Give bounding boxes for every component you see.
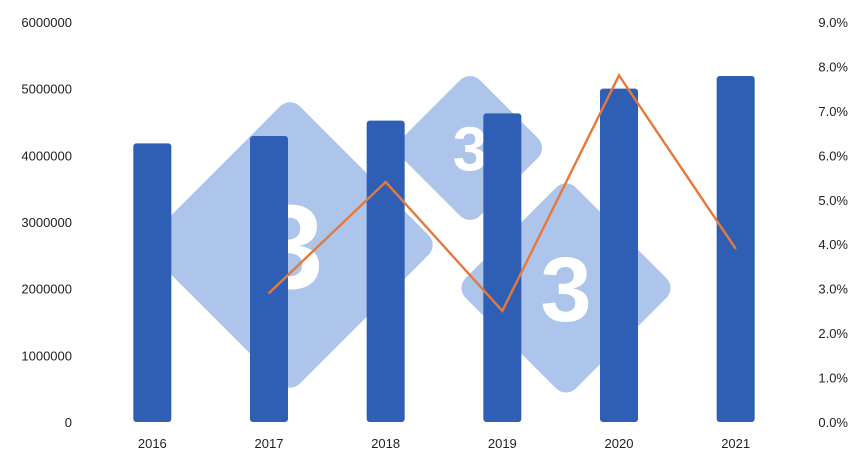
x-tick-label: 2018	[371, 436, 400, 451]
right-tick-label: 3.0%	[818, 282, 848, 297]
growth-line-series	[268, 72, 737, 314]
bar-2019	[483, 113, 522, 422]
watermark-diamond: 3	[398, 76, 542, 220]
growth-point-2019	[501, 310, 504, 312]
x-tick-label: 2016	[138, 436, 167, 451]
x-tick-label: 2020	[605, 436, 634, 451]
right-axis-ticks: 0.0% 1.0% 2.0% 3.0% 4.0% 5.0% 6.0% 7.0% 8.0% 9.0%	[818, 15, 848, 430]
growth-point-2017	[268, 292, 270, 294]
watermark-diamond-shape	[147, 102, 433, 388]
right-tick-label: 9.0%	[818, 15, 848, 30]
left-tick-label: 5000000	[21, 82, 72, 97]
growth-point-2020	[618, 74, 620, 77]
left-tick-label: 2000000	[21, 282, 72, 297]
right-tick-label: 0.0%	[818, 415, 848, 430]
right-tick-label: 6.0%	[818, 148, 848, 163]
bar-2016	[133, 143, 172, 423]
left-tick-label: 3000000	[21, 215, 72, 230]
right-tick-label: 8.0%	[818, 59, 848, 74]
watermark-digit: 3	[540, 239, 591, 341]
right-tick-label: 5.0%	[818, 193, 848, 208]
growth-point-2018	[384, 181, 387, 183]
left-tick-label: 1000000	[21, 348, 72, 363]
right-tick-label: 7.0%	[818, 104, 848, 119]
x-tick-label: 2019	[488, 436, 517, 451]
bar-2018	[366, 120, 405, 423]
left-tick-label: 6000000	[21, 15, 72, 30]
left-axis-ticks: 0 1000000 2000000 3000000 4000000 5000000 6000…	[21, 15, 72, 430]
bar-2017	[250, 136, 288, 422]
bar-2020	[600, 88, 638, 423]
x-tick-label: 2017	[255, 436, 284, 451]
left-tick-label: 0	[65, 415, 72, 430]
bar-series	[133, 76, 755, 423]
right-tick-label: 2.0%	[818, 326, 848, 341]
right-tick-label: 1.0%	[818, 371, 848, 386]
growth-point-2021	[734, 247, 737, 250]
x-axis-ticks: 2016 2017 2018 2019 2020 2021	[138, 436, 750, 451]
x-tick-label: 2021	[721, 436, 750, 451]
right-tick-label: 4.0%	[818, 237, 848, 252]
left-tick-label: 4000000	[21, 148, 72, 163]
watermark-digit: 3	[453, 115, 487, 184]
